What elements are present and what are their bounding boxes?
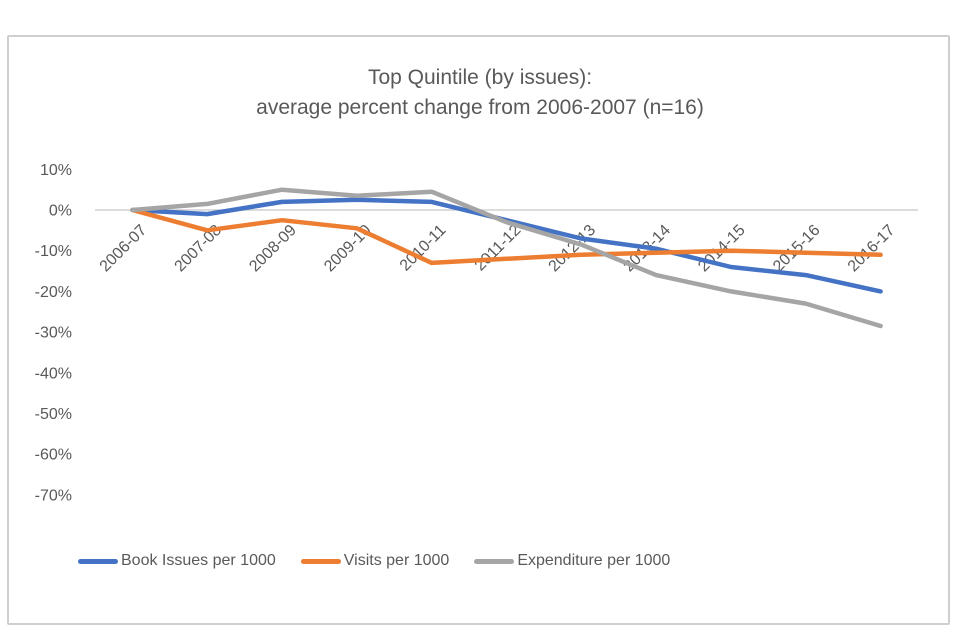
x-axis-label: 2016-17 <box>845 222 899 276</box>
legend-item: Visits per 1000 <box>300 552 450 570</box>
series-line-visits-per-1000 <box>130 207 883 266</box>
y-axis-tick-label: 10% <box>40 162 72 179</box>
x-axis-label: 2006-07 <box>97 222 151 276</box>
y-axis-tick-label: -30% <box>35 325 72 342</box>
chart-title-line2: average percent change from 2006-2007 (n… <box>256 96 704 119</box>
y-axis-tick-label: -70% <box>35 487 72 504</box>
y-axis-tick-label: 0% <box>49 203 72 220</box>
x-axis-label: 2015-16 <box>770 222 824 276</box>
legend-item: Expenditure per 1000 <box>474 552 670 570</box>
legend-label: Visits per 1000 <box>343 552 450 569</box>
chart-title-line1: Top Quintile (by issues): <box>367 66 593 89</box>
legend-label: Book Issues per 1000 <box>121 552 276 569</box>
series-line-expenditure-per-1000 <box>130 187 883 329</box>
y-axis-tick-label: -20% <box>35 284 72 301</box>
legend: Book Issues per 1000 Visits per 1000 Expen… <box>78 548 938 574</box>
legend-label: Expenditure per 1000 <box>517 552 671 569</box>
y-axis-tick-label: -50% <box>35 406 72 423</box>
x-axis-label: 2011-12 <box>472 222 525 275</box>
legend-item: Book Issues per 1000 <box>78 552 276 570</box>
x-axis-label: 2009-10 <box>321 222 375 276</box>
y-axis-tick-label: -40% <box>35 365 72 382</box>
y-axis-tick-label: -60% <box>35 447 72 464</box>
legend-line-swatch-icon <box>300 558 341 564</box>
chart-frame <box>7 35 950 625</box>
legend-line-swatch-icon <box>78 558 118 564</box>
legend-line-swatch-icon <box>474 558 515 564</box>
y-axis-tick-label: -10% <box>35 243 72 260</box>
x-axis-label: 2008-09 <box>246 222 300 276</box>
chart-title: Top Quintile (by issues): average percen… <box>0 63 960 123</box>
